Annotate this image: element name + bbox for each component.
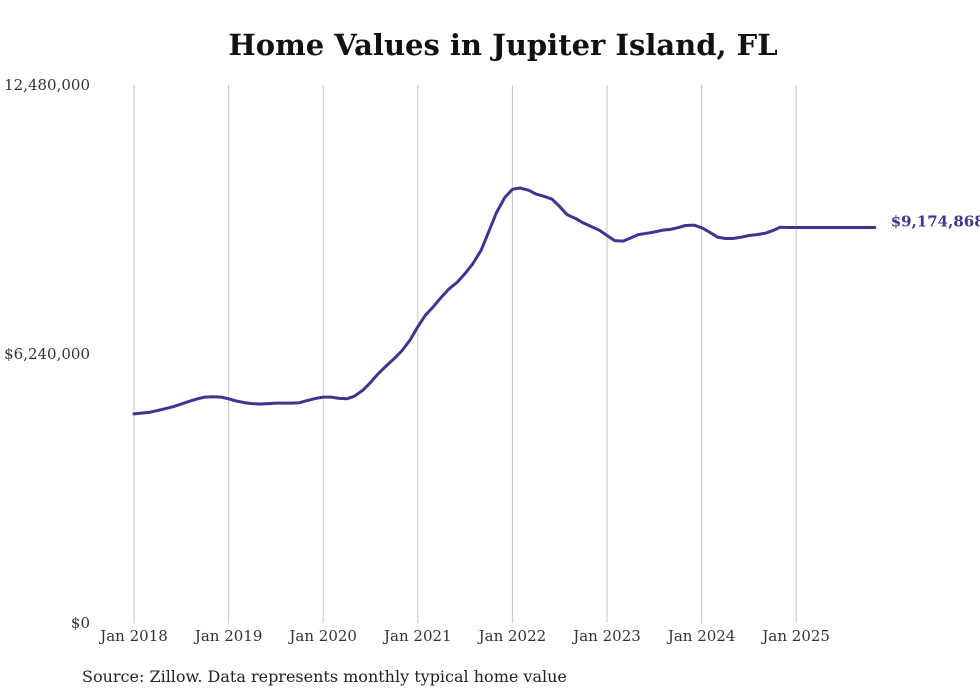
end-value-label: $9,174,868	[891, 212, 980, 230]
y-tick-label: $6,240,000	[4, 345, 90, 363]
series-layer: $9,174,868	[132, 186, 980, 416]
x-tick-label: Jan 2025	[760, 627, 830, 645]
y-tick-label: $0	[71, 614, 90, 632]
gridlines	[133, 85, 797, 623]
source-note: Source: Zillow. Data represents monthly …	[82, 667, 567, 686]
chart-title: Home Values in Jupiter Island, FL	[228, 28, 778, 62]
x-tick-label: Jan 2020	[287, 627, 357, 645]
x-tick-label: Jan 2022	[477, 627, 547, 645]
y-axis-ticks: $0 $6,240,000 12,480,000	[4, 76, 90, 632]
x-tick-label: Jan 2021	[382, 627, 452, 645]
x-tick-label: Jan 2018	[98, 627, 168, 645]
x-axis-ticks: Jan 2018 Jan 2019 Jan 2020 Jan 2021 Jan 2022…	[98, 627, 830, 645]
x-tick-label: Jan 2023	[571, 627, 641, 645]
x-tick-label: Jan 2024	[666, 627, 736, 645]
x-tick-label: Jan 2019	[193, 627, 263, 645]
y-tick-label: 12,480,000	[4, 76, 90, 94]
series-line	[132, 186, 877, 416]
